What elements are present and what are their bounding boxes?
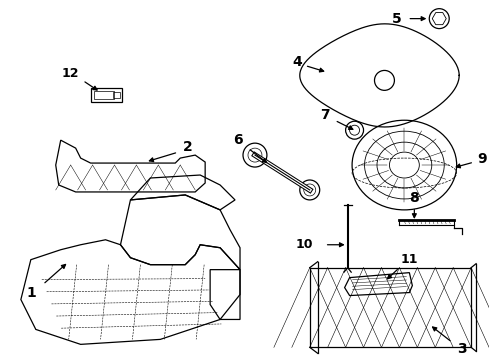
Text: 4: 4 bbox=[292, 55, 302, 69]
Text: 12: 12 bbox=[62, 67, 79, 80]
Text: 9: 9 bbox=[477, 152, 487, 166]
Bar bbox=[113, 92, 121, 98]
Text: 3: 3 bbox=[457, 342, 467, 356]
Bar bbox=[94, 91, 114, 99]
Text: 10: 10 bbox=[296, 238, 314, 251]
Text: 2: 2 bbox=[183, 140, 193, 154]
Text: 7: 7 bbox=[320, 108, 329, 122]
Text: 11: 11 bbox=[401, 253, 418, 266]
Text: 5: 5 bbox=[392, 12, 401, 26]
Text: 1: 1 bbox=[26, 285, 36, 300]
Text: 6: 6 bbox=[233, 133, 243, 147]
Bar bbox=[91, 88, 122, 102]
Text: 8: 8 bbox=[410, 191, 419, 205]
